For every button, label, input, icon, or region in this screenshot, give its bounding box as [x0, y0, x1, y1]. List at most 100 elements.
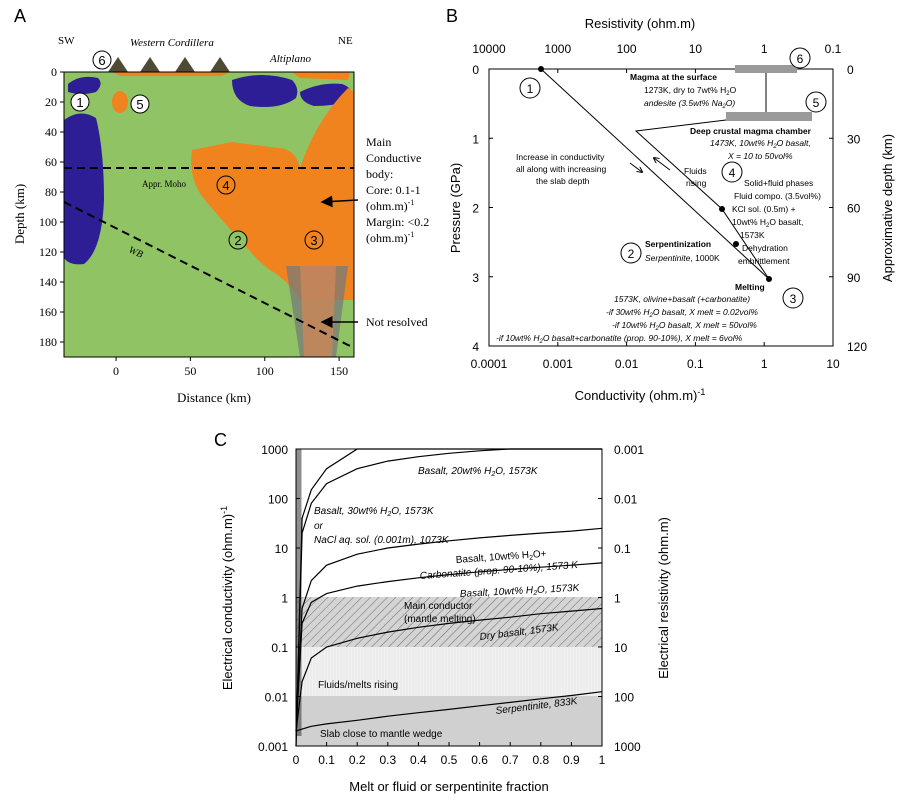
svg-text:1473K, 10wt% H2O basalt,: 1473K, 10wt% H2O basalt, — [710, 138, 811, 150]
c-left-tick-label: 1000 — [261, 443, 288, 457]
b-right-tick-label: 30 — [847, 132, 861, 146]
deep-chamber-bar — [726, 112, 812, 121]
wb-label: WB — [127, 245, 145, 261]
b-right-tick-label: 0 — [847, 63, 854, 77]
circle-marker-5: 5 — [130, 94, 150, 114]
panel-b: B Resistivity (ohm.m) 0.0001 0.001 0.01 0.1… — [446, 6, 895, 403]
increase-arrow — [629, 162, 642, 172]
b-circle-4: 4 — [721, 161, 743, 183]
conductor-body-5 — [112, 91, 128, 113]
moho-label: Appr. Moho — [142, 179, 187, 189]
svg-text:Main: Main — [366, 135, 391, 149]
svg-text:NaCl aq. sol. (0.001m), 1073K: NaCl aq. sol. (0.001m), 1073K — [314, 535, 450, 546]
c-x-tick-label: 0.3 — [379, 753, 396, 767]
c-x-tick-label: 0.4 — [410, 753, 427, 767]
b-top-tick-label: 10000 — [472, 42, 506, 56]
unresolved-core — [300, 266, 336, 357]
resistor-body — [64, 113, 104, 265]
b-bottom-tick-label: 0.001 — [543, 357, 573, 371]
c-x-tick-label: 0.1 — [318, 753, 335, 767]
svg-text:Basalt, 30wt% H2O, 1573K: Basalt, 30wt% H2O, 1573K — [314, 506, 435, 518]
c-left-tick-label: 0.1 — [271, 641, 288, 655]
b-left-axis-label: Pressure (GPa) — [448, 163, 463, 253]
panel-a-letter: A — [14, 6, 26, 26]
b-circle-3: 3 — [782, 287, 804, 309]
svg-text:4: 4 — [222, 178, 229, 193]
b-bottom-tick-label: 1 — [761, 357, 768, 371]
svg-text:the slab depth: the slab depth — [536, 176, 590, 186]
svg-text:Fluid compo. (3.5vol%): Fluid compo. (3.5vol%) — [734, 191, 821, 201]
svg-text:5: 5 — [136, 97, 143, 112]
svg-text:-if 10wt% H2O basalt+carbonati: -if 10wt% H2O basalt+carbonatite (prop. … — [496, 333, 743, 345]
altiplano-label: Altiplano — [269, 53, 311, 65]
svg-text:Basalt, 10wt% H2O, 1573K: Basalt, 10wt% H2O, 1573K — [460, 583, 581, 601]
resistor-body — [68, 76, 101, 94]
volcano-icon — [108, 57, 128, 72]
b-top-tick-label: 10 — [689, 42, 703, 56]
surface-conductor — [292, 72, 350, 80]
b-left-tick-label: 3 — [472, 271, 479, 285]
wb-line — [63, 201, 355, 349]
slab-point-1 — [538, 66, 544, 72]
c-left-axis-label: Electrical conductivity (ohm.m)-1 — [219, 506, 235, 690]
b-bottom-tick-label: 0.1 — [687, 357, 704, 371]
svg-text:1273K, dry to 7wt% H2O: 1273K, dry to 7wt% H2O — [644, 85, 737, 97]
c-right-tick-label: 0.001 — [614, 443, 644, 457]
svg-text:Margin: <0.2: Margin: <0.2 — [366, 215, 429, 229]
b-right-axis-label: Approximative depth (km) — [880, 134, 895, 282]
circle-marker-4: 4 — [216, 175, 236, 195]
circle-marker-3: 3 — [304, 230, 324, 250]
svg-text:Core: 0.1-1: Core: 0.1-1 — [366, 183, 421, 197]
band-fluids — [296, 647, 602, 696]
a-y-ticks: 0 20 40 60 80 100 120 140 160 180 — [39, 65, 64, 349]
fluids-arrow — [654, 158, 671, 171]
svg-text:Fluids: Fluids — [684, 166, 707, 176]
svg-text:Main conductor: Main conductor — [404, 601, 473, 612]
svg-text:3: 3 — [310, 233, 317, 248]
svg-text:1573K: 1573K — [740, 230, 765, 240]
c-right-tick-label: 100 — [614, 691, 634, 705]
svg-text:Conductive: Conductive — [366, 151, 421, 165]
b-bottom-tick-label: 10 — [826, 357, 840, 371]
svg-text:X = 10 to 50vol%: X = 10 to 50vol% — [727, 151, 793, 161]
svg-text:3: 3 — [790, 292, 797, 306]
svg-text:body:: body: — [366, 167, 393, 181]
c-left-tick-label: 0.01 — [265, 691, 289, 705]
a-y-tick-label: 140 — [39, 275, 57, 289]
c-ticks: 10001001010.10.010.0010.0010.010.1110100… — [258, 443, 644, 767]
svg-text:or: or — [314, 521, 324, 532]
volcano-icon — [210, 57, 230, 72]
a-y-tick-label: 180 — [39, 335, 57, 349]
main-conductor-callout: Main Conductive body: Core: 0.1-1 (ohm.m… — [366, 135, 429, 245]
c-x-axis-label: Melt or fluid or serpentinite fraction — [349, 779, 548, 794]
slab-point-4 — [719, 206, 725, 212]
a-y-tick-label: 80 — [45, 185, 57, 199]
circle-marker-1: 1 — [70, 92, 90, 112]
panel-a: A SW NE Western Cordillera Altiplano App… — [12, 6, 429, 405]
b-circle-2: 2 — [620, 242, 642, 264]
c-x-tick-label: 1 — [599, 753, 606, 767]
surface-conductor — [112, 72, 230, 76]
c-series-line-2 — [295, 527, 603, 732]
b-top-tick-label: 0.1 — [825, 42, 842, 56]
a-x-tick-label: 100 — [256, 364, 274, 378]
svg-text:embrittlement: embrittlement — [738, 256, 790, 266]
c-right-tick-label: 0.1 — [614, 542, 631, 556]
b-top-tick-label: 100 — [617, 42, 637, 56]
panel-c: C 10001001010.10.010.0010.0010.010.11101… — [214, 430, 671, 794]
volcano-icon — [140, 57, 160, 72]
svg-text:all along with increasing: all along with increasing — [516, 164, 607, 174]
a-x-tick-label: 0 — [113, 364, 119, 378]
c-left-tick-label: 0.001 — [258, 740, 288, 754]
c-left-tick-label: 100 — [268, 493, 288, 507]
b-top-tick-label: 1 — [761, 42, 768, 56]
slab-path-line — [540, 68, 770, 280]
sw-label: SW — [58, 35, 75, 47]
svg-text:(mantle melting): (mantle melting) — [404, 614, 476, 625]
a-y-axis-label: Depth (km) — [12, 184, 27, 244]
c-left-tick-label: 1 — [281, 592, 288, 606]
a-y-tick-label: 20 — [45, 95, 57, 109]
not-resolved-label: Not resolved — [366, 315, 428, 329]
